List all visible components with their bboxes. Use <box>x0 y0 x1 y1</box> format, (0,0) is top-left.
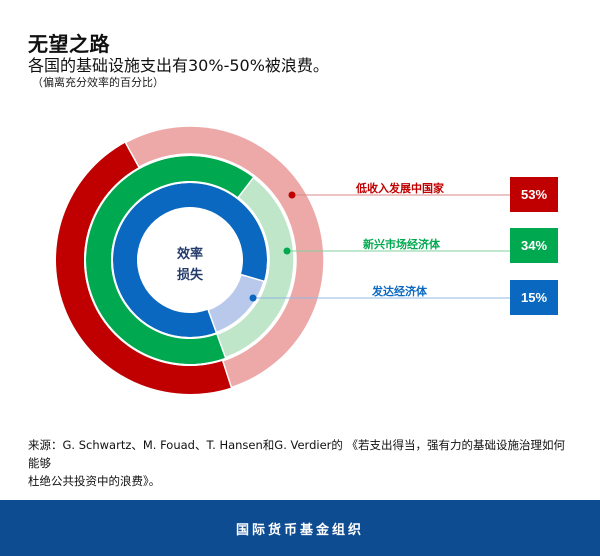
label-emerging: 新兴市场经济体 <box>363 238 440 251</box>
ring-outer-remaining <box>56 142 232 394</box>
footer-org: 国际货币基金组织 <box>235 522 364 538</box>
label-advanced: 发达经济体 <box>372 285 427 298</box>
footer-bar: 国际货币基金组织 <box>0 500 600 556</box>
marker-dot-inner <box>249 294 257 302</box>
chart-subtitle: 各国的基础设施支出有30%-50%被浪费。 <box>28 56 329 75</box>
marker-dot-outer <box>288 191 296 199</box>
label-low-income: 低收入发展中国家 <box>356 182 444 195</box>
badge-low-income: 53% <box>510 177 558 212</box>
source-line1: 来源：G. Schwartz、M. Fouad、T. Hansen和G. Ver… <box>28 438 566 470</box>
donut-chart <box>56 125 510 394</box>
badge-emerging: 34% <box>510 228 558 263</box>
ring-middle-remaining <box>86 156 254 364</box>
center-label-line2: 损失 <box>176 268 203 283</box>
ring-inner-loss-segment <box>207 273 265 334</box>
chart-title: 无望之路 <box>28 32 110 56</box>
unit-note: （偏离充分效率的百分比） <box>32 76 164 89</box>
badge-advanced: 15% <box>510 280 558 315</box>
marker-dot-middle <box>283 247 291 255</box>
source-line2: 杜绝公共投资中的浪费》。 <box>28 474 161 488</box>
source-note: 来源：G. Schwartz、M. Fouad、T. Hansen和G. Ver… <box>28 436 573 490</box>
center-label-line1: 效率 <box>176 247 203 262</box>
ring-inner-remaining <box>113 182 268 337</box>
center-label: 效率 损失 <box>160 244 220 286</box>
